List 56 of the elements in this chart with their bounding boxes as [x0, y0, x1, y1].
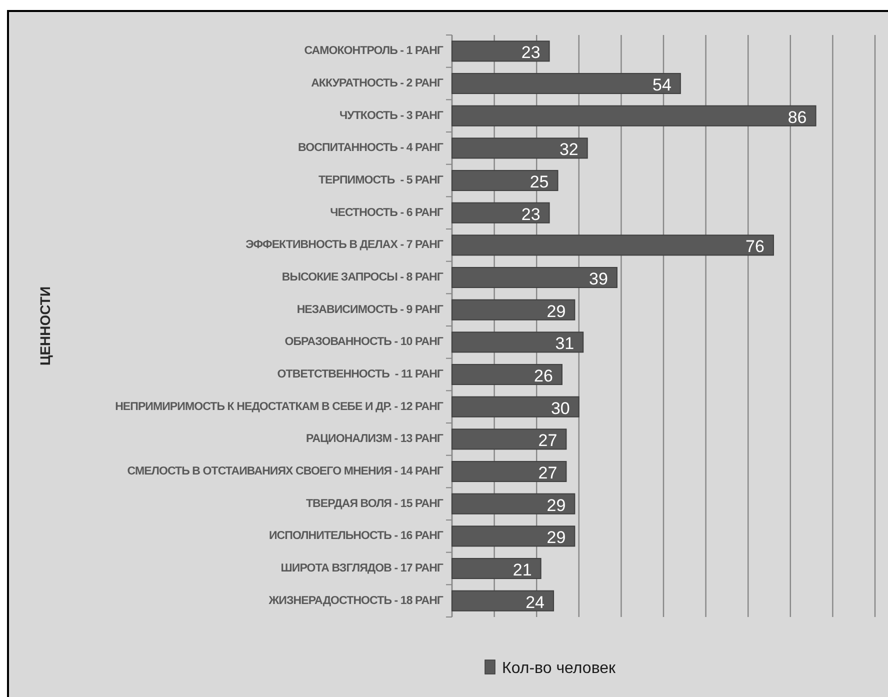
bar [452, 364, 562, 386]
bar [452, 202, 550, 224]
bar [452, 299, 576, 320]
bar [452, 332, 584, 353]
data-label: 29 [546, 302, 566, 321]
y-tick-label: НЕЗАВИСИМОСТЬ - 9 РАНГ [296, 304, 444, 316]
bar [452, 493, 576, 514]
bar [452, 72, 681, 94]
data-label: 25 [530, 172, 549, 192]
y-tick-label: ОБРАЗОВАННОСТЬ - 10 РАНГ [284, 336, 444, 348]
bar [452, 428, 567, 450]
y-tick-label: ЭФФЕКТИВНОСТЬ В ДЕЛАХ - 7 РАНГ [246, 239, 444, 252]
data-label: 29 [546, 528, 566, 548]
data-label: 30 [550, 398, 570, 418]
y-axis-title: ЦЕННОСТИ [37, 286, 53, 366]
bar [452, 558, 542, 580]
bar [452, 170, 558, 192]
y-tick-label: САМОКОНТРОЛЬ - 1 РАНГ [304, 45, 444, 58]
y-tick-label: ТВЕРДАЯ ВОЛЯ - 15 РАНГ [306, 498, 444, 510]
data-label: 86 [788, 108, 807, 127]
bar [452, 234, 774, 256]
data-label: 27 [538, 431, 558, 450]
data-label: 23 [521, 204, 540, 224]
data-label: 23 [521, 43, 540, 62]
bar [452, 460, 567, 482]
bar [452, 40, 550, 62]
y-tick-label: ЧЕСТНОСТЬ - 6 РАНГ [330, 206, 444, 219]
y-tick-label: ТЕРПИМОСТЬ - 5 РАНГ [318, 174, 444, 186]
bar [452, 266, 618, 288]
bar [452, 396, 580, 418]
data-label: 31 [555, 334, 574, 354]
data-label: 27 [538, 464, 558, 482]
y-tick-label: ИСПОЛНИТЕЛЬНОСТЬ - 16 РАНГ [268, 530, 444, 542]
data-label: 32 [559, 140, 578, 160]
y-tick-label: ЖИЗНЕРАДОСТНОСТЬ - 18 РАНГ [268, 594, 444, 607]
legend-label: Кол-во человек [502, 660, 617, 677]
bar [452, 105, 816, 126]
data-label: 29 [546, 496, 566, 515]
y-tick-label: ШИРОТА ВЗГЛЯДОВ - 17 РАНГ [280, 562, 444, 574]
y-tick-label: ЧУТКОСТЬ - 3 РАНГ [340, 110, 444, 122]
data-label: 26 [534, 366, 553, 386]
y-tick-label: ВЫСОКИЕ ЗАПРОСЫ - 8 РАНГ [282, 272, 444, 284]
y-tick-label: РАЦИОНАЛИЗМ - 13 РАНГ [306, 433, 444, 446]
bar [452, 590, 554, 612]
bar [452, 138, 588, 159]
y-tick-label: СМЕЛОСТЬ В ОТСТАИВАНИЯХ СВОЕГО МНЕНИЯ - 14 РАНГ [127, 466, 444, 478]
data-label: 21 [512, 560, 532, 580]
data-label: 76 [746, 237, 764, 256]
data-label: 24 [526, 592, 545, 612]
y-tick-label: ОТВЕТСТВЕННОСТЬ - 11 РАНГ [277, 368, 444, 380]
y-tick-label: АККУРАТНОСТЬ - 2 РАНГ [311, 78, 444, 90]
y-tick-label: НЕПРИМИРИМОСТЬ К НЕДОСТАТКАМ В СЕБЕ И ДР. - 12 РАНГ [115, 400, 444, 413]
data-label: 54 [652, 76, 672, 94]
data-label: 39 [589, 270, 608, 288]
y-tick-label: ВОСПИТАННОСТЬ - 4 РАНГ [298, 142, 444, 154]
bar [452, 526, 576, 547]
